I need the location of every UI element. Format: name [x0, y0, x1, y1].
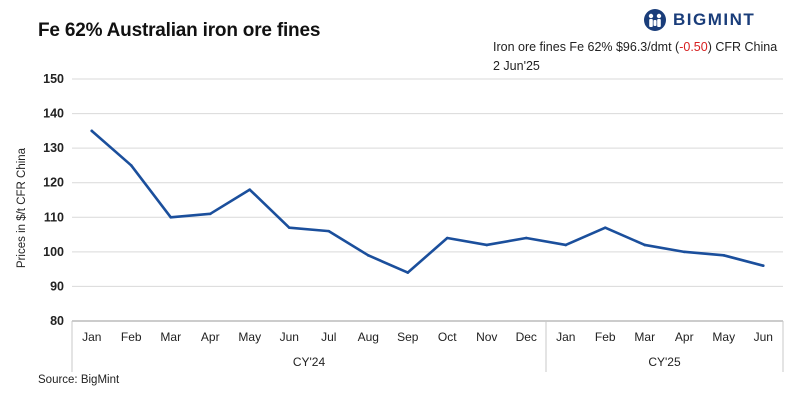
data-point — [761, 264, 765, 267]
y-tick-label: 100 — [43, 245, 64, 259]
y-tick-label: 120 — [43, 176, 64, 190]
annotation-prefix: Iron ore fines Fe 62% $96.3/dmt ( — [493, 40, 680, 54]
y-axis-ticks: 80 90 100 110 120 130 140 150 — [43, 72, 64, 328]
data-point — [485, 243, 489, 247]
y-tick-label: 150 — [43, 72, 64, 86]
source-note: Source: BigMint — [38, 374, 120, 386]
brand-name: BIGMINT — [673, 10, 756, 29]
x-tick-label: Jan — [556, 330, 575, 344]
x-tick-label: Aug — [358, 330, 379, 344]
x-tick-label: Jan — [82, 330, 101, 344]
data-point — [248, 188, 252, 191]
data-point — [287, 226, 291, 229]
x-tick-label: Mar — [634, 330, 655, 344]
data-point — [524, 236, 528, 240]
data-point — [445, 236, 449, 240]
x-tick-label: Feb — [121, 330, 142, 344]
data-point — [643, 243, 647, 247]
data-point — [327, 229, 331, 233]
y-tick-label: 110 — [44, 210, 64, 224]
x-group-label: CY'24 — [293, 355, 326, 369]
series-lines — [90, 129, 765, 274]
x-tick-label: May — [712, 330, 735, 344]
grid-lines — [72, 78, 783, 322]
data-point — [406, 271, 410, 274]
y-axis-label: Prices in $/t CFR China — [16, 147, 28, 268]
bigmint-logo-icon — [644, 9, 666, 31]
data-point — [208, 212, 212, 216]
x-tick-label: Apr — [201, 330, 220, 344]
x-tick-label: Jul — [321, 330, 336, 344]
data-point — [603, 226, 607, 229]
x-tick-label: Dec — [516, 330, 537, 344]
x-tick-label: Mar — [160, 330, 181, 344]
data-point — [564, 243, 568, 247]
x-group-label: CY'25 — [648, 355, 681, 369]
x-axis: Jan Feb Mar Apr May Jun Jul Aug Sep Oct Nov Dec Jan F… — [71, 321, 784, 372]
data-point — [129, 164, 133, 167]
price-annotation: Iron ore fines Fe 62% $96.3/dmt (-0.50) … — [493, 38, 783, 76]
x-tick-label: Feb — [595, 330, 616, 344]
chart-title: Fe 62% Australian iron ore fines — [38, 20, 321, 41]
x-tick-label: Jun — [280, 330, 299, 344]
x-tick-label: Sep — [397, 330, 419, 344]
x-tick-label: Oct — [438, 330, 457, 344]
data-point — [682, 250, 686, 254]
annotation-suffix: ) CFR China 2 Jun'25 — [493, 40, 778, 73]
x-tick-label: May — [238, 330, 261, 344]
data-point — [722, 254, 726, 257]
x-tick-label: Nov — [476, 330, 497, 344]
brand-logo: BIGMINT — [643, 8, 755, 32]
annotation-change: -0.50 — [679, 40, 708, 54]
y-tick-label: 130 — [43, 141, 64, 155]
data-point — [366, 254, 370, 257]
x-tick-label: Jun — [754, 330, 773, 344]
data-point — [90, 129, 94, 133]
data-point — [169, 215, 173, 219]
y-tick-label: 90 — [50, 279, 64, 293]
series-line — [90, 129, 765, 274]
y-tick-label: 140 — [43, 107, 64, 121]
x-tick-label: Apr — [675, 330, 694, 344]
y-tick-label: 80 — [50, 314, 64, 328]
